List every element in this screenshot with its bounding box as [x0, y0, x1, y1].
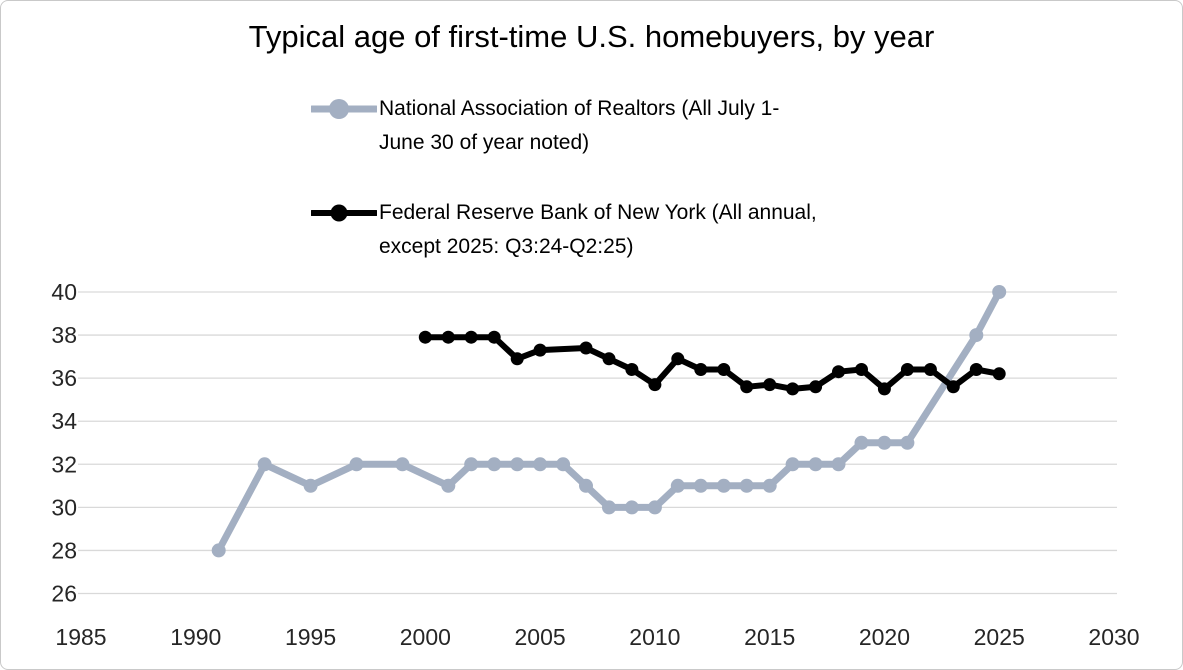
nar-series-marker [441, 478, 456, 493]
nar-legend-marker-icon [329, 99, 349, 119]
fed-legend-label: Federal Reserve Bank of New York (All an… [379, 196, 817, 264]
y-axis-label: 30 [51, 494, 77, 520]
nar-series-marker [808, 457, 823, 472]
nar-series-marker [487, 457, 502, 472]
fed-series-marker [855, 363, 868, 376]
nar-series-marker [762, 478, 777, 493]
y-axis-label: 40 [51, 279, 77, 305]
y-axis-label: 36 [51, 365, 77, 391]
fed-legend-label-line2: except 2025: Q3:24-Q2:25) [379, 235, 634, 258]
fed-series-marker [441, 330, 455, 344]
nar-legend-swatch [311, 99, 377, 119]
fed-series-marker [877, 382, 891, 396]
fed-series-marker [418, 330, 432, 344]
fed-series-marker [579, 341, 593, 355]
fed-series-marker [923, 363, 937, 376]
nar-series-marker [969, 328, 984, 343]
nar-series-marker [349, 457, 364, 472]
fed-series-marker [625, 363, 639, 376]
fed-series-marker [464, 330, 478, 344]
y-axis-label: 32 [51, 451, 77, 477]
nar-series-marker [831, 457, 846, 472]
nar-series-marker [900, 435, 915, 450]
nar-series-marker [739, 478, 754, 493]
x-axis-label: 2020 [859, 624, 910, 650]
x-axis-label: 2025 [974, 624, 1025, 650]
nar-series-marker [716, 478, 731, 493]
fed-series-marker [671, 352, 685, 366]
fed-legend-marker-icon [330, 204, 348, 222]
fed-series-marker [900, 363, 914, 376]
nar-series-marker [464, 457, 479, 472]
legend-item-fed: Federal Reserve Bank of New York (All an… [311, 196, 817, 264]
nar-legend-label-line1: National Association of Realtors (All Ju… [379, 97, 780, 120]
fed-series-marker [832, 365, 845, 379]
y-axis-label: 26 [51, 581, 77, 607]
legend-item-nar: National Association of Realtors (All Ju… [311, 92, 779, 160]
nar-series-marker [579, 478, 593, 493]
fed-series-marker [694, 363, 708, 376]
nar-legend-label-line2: June 30 of year noted) [379, 131, 590, 154]
x-axis-label: 2005 [515, 624, 566, 650]
nar-series-marker [556, 457, 571, 472]
nar-series-marker [670, 478, 685, 493]
nar-series-marker [624, 500, 639, 515]
fed-series-marker [946, 380, 960, 394]
fed-series-marker [648, 378, 662, 392]
nar-series-marker [877, 435, 892, 450]
fed-legend-label-line1: Federal Reserve Bank of New York (All an… [379, 201, 817, 224]
x-axis-label: 1985 [55, 624, 106, 650]
x-axis-label: 1990 [170, 624, 221, 650]
x-axis-label: 2015 [744, 624, 795, 650]
y-axis-label: 28 [51, 537, 77, 563]
nar-series-marker [211, 543, 226, 558]
fed-series-marker [969, 363, 983, 376]
nar-series-marker [693, 478, 708, 493]
fed-legend-swatch [311, 204, 377, 222]
nar-series-marker [257, 457, 272, 472]
x-axis-label: 1995 [285, 624, 336, 650]
nar-series-marker [854, 435, 869, 450]
nar-series-marker [992, 285, 1007, 299]
x-axis-label: 2010 [629, 624, 680, 650]
fed-series-marker [740, 380, 754, 394]
nar-series-marker [395, 457, 410, 472]
nar-series-marker [533, 457, 548, 472]
nar-series-marker [510, 457, 525, 472]
nar-legend-label: National Association of Realtors (All Ju… [379, 92, 779, 160]
x-axis-label: 2000 [400, 624, 451, 650]
nar-series-marker [647, 500, 662, 515]
fed-series-marker [533, 343, 547, 357]
fed-series-marker [487, 330, 501, 344]
fed-series-marker [786, 382, 800, 396]
fed-series-marker [510, 352, 524, 366]
chart-title: Typical age of first-time U.S. homebuyer… [248, 19, 935, 54]
y-axis-label: 34 [51, 408, 77, 434]
y-axis-label: 38 [51, 322, 77, 348]
fed-series-line [422, 334, 1003, 392]
fed-series-marker [763, 378, 777, 392]
nar-series-marker [785, 457, 800, 472]
fed-series-marker [717, 363, 731, 376]
fed-series-marker [602, 352, 616, 366]
nar-series-line [215, 288, 1003, 554]
nar-series-marker [602, 500, 616, 515]
nar-series-marker [303, 478, 318, 493]
fed-series-marker [992, 367, 1006, 381]
fed-series-marker [809, 380, 823, 394]
x-axis-label: 2030 [1088, 624, 1139, 650]
